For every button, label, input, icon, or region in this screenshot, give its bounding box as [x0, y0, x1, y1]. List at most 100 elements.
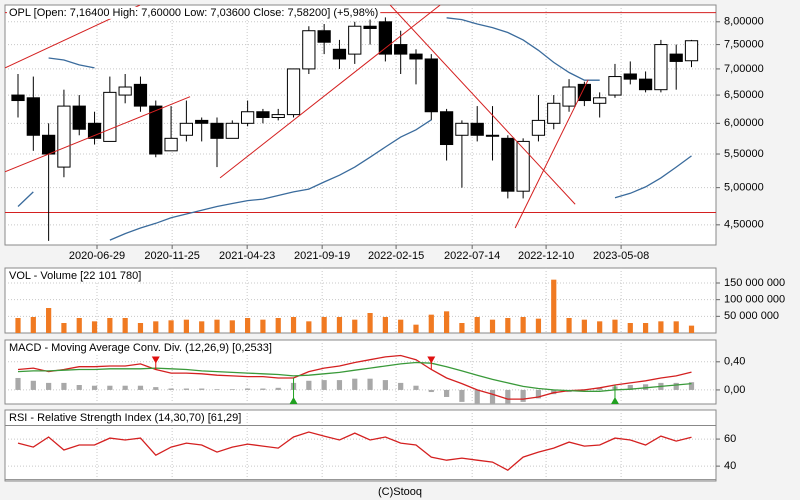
- y-tick-label: 0,40: [724, 356, 745, 368]
- histogram-bar: [398, 382, 404, 390]
- candle-body: [302, 30, 316, 70]
- volume-bar: [474, 317, 480, 333]
- candle-body: [654, 44, 668, 91]
- histogram-bar: [275, 387, 281, 390]
- histogram-bar: [321, 380, 327, 390]
- histogram-bar: [352, 378, 358, 390]
- volume-bar: [688, 325, 695, 333]
- y-tick-label: 0,00: [724, 384, 745, 396]
- histogram-bar: [627, 385, 633, 390]
- volume-bar: [183, 319, 189, 333]
- volume-bar: [382, 317, 388, 333]
- plot-area: [5, 5, 716, 245]
- histogram-bar: [76, 385, 82, 390]
- histogram-bar: [15, 377, 21, 390]
- marker-down: [151, 356, 160, 364]
- volume-bar: [627, 323, 633, 333]
- volume-bar: [597, 321, 603, 333]
- title-bg: [7, 411, 244, 424]
- candle-body: [149, 105, 163, 155]
- x-tick-label: 2021-04-23: [219, 250, 275, 262]
- histogram-bar: [443, 389, 450, 397]
- histogram-bar: [673, 382, 679, 390]
- volume-bar: [107, 318, 113, 333]
- volume-bar: [91, 321, 98, 333]
- rsi-line: [17, 431, 692, 471]
- y-tick-label: 5,50000: [724, 148, 764, 160]
- volume-bar: [612, 319, 618, 333]
- volume-bar: [459, 323, 465, 333]
- x-tick-label: 2022-07-14: [444, 250, 500, 262]
- histogram-bar: [183, 388, 189, 390]
- candle-body: [42, 134, 56, 155]
- histogram-bar: [137, 385, 144, 390]
- y-tick-label: 40: [724, 460, 736, 472]
- x-tick-label: 2022-12-10: [518, 250, 574, 262]
- histogram-bar: [428, 389, 434, 393]
- y-tick-label: 4,50000: [724, 219, 764, 231]
- title-bg: [7, 269, 144, 282]
- histogram-bar: [367, 378, 373, 390]
- volume-bar: [535, 318, 542, 333]
- x-tick-label: 2022-02-15: [368, 250, 424, 262]
- candle-body: [103, 91, 117, 142]
- candle-body: [210, 122, 224, 139]
- candle-body: [547, 102, 561, 124]
- candle-body: [516, 140, 530, 192]
- trend-line: [219, 5, 441, 179]
- candle-body: [240, 111, 255, 124]
- volume-bar: [443, 311, 450, 333]
- volume-bar: [306, 321, 312, 333]
- volume-bar: [551, 279, 557, 333]
- volume-bar: [15, 318, 21, 333]
- volume-bar: [168, 320, 174, 333]
- candle-body: [424, 58, 438, 113]
- volume-bar: [153, 321, 159, 333]
- candle-body: [72, 105, 86, 130]
- candle-body: [439, 111, 454, 146]
- plot-area: [5, 268, 716, 333]
- y-tick-label: 50 000 000: [724, 310, 779, 322]
- candle-body: [684, 40, 699, 62]
- plot-area: [5, 410, 716, 481]
- volume-bar: [566, 318, 572, 333]
- candle-body: [317, 30, 331, 43]
- macd-line: [17, 354, 692, 400]
- volume-bar: [46, 308, 52, 333]
- histogram-bar: [597, 387, 603, 390]
- title-bg: [7, 6, 381, 19]
- candle-body: [118, 86, 132, 96]
- volume-bar: [199, 321, 205, 333]
- histogram-bar: [535, 389, 542, 399]
- candle-body: [133, 83, 148, 107]
- x-tick-label: 2023-05-08: [593, 250, 649, 262]
- volume-bar: [642, 323, 649, 333]
- histogram-bar: [61, 382, 67, 390]
- candle-body: [195, 119, 209, 124]
- histogram-bar: [260, 388, 266, 390]
- histogram-bar: [382, 380, 388, 390]
- volume-bar: [367, 313, 373, 333]
- histogram-bar: [336, 380, 343, 390]
- x-tick-label: 2021-09-19: [294, 250, 350, 262]
- candle-body: [638, 78, 653, 91]
- title-bg: [7, 341, 274, 354]
- candle-body: [394, 44, 408, 55]
- candle-body: [348, 25, 362, 55]
- histogram-bar: [474, 389, 480, 404]
- histogram-bar: [229, 389, 235, 390]
- trend-line: [514, 79, 589, 229]
- volume-bar: [122, 318, 128, 333]
- candle-body: [531, 119, 546, 136]
- candle-body: [669, 53, 683, 62]
- marker-up: [610, 397, 619, 404]
- candle-body: [286, 68, 301, 116]
- volume-bar: [61, 323, 67, 333]
- candle-body: [26, 97, 40, 136]
- volume-bar: [137, 323, 144, 333]
- macd-line: [17, 361, 692, 392]
- candle-body: [455, 122, 469, 136]
- histogram-bar: [688, 382, 695, 390]
- candle-body: [470, 122, 484, 136]
- histogram-bar: [168, 388, 174, 390]
